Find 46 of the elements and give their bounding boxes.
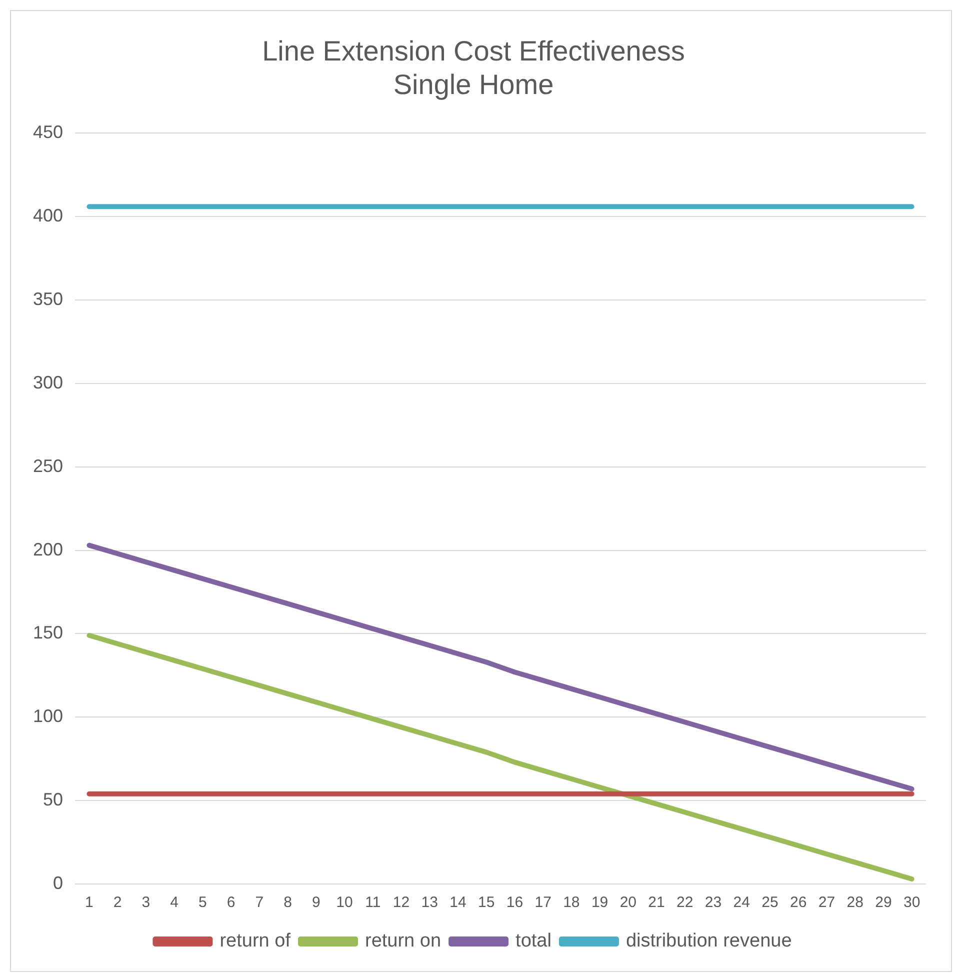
legend-label: return of bbox=[220, 930, 292, 952]
y-tick-label: 400 bbox=[32, 206, 64, 226]
y-tick-label: 200 bbox=[32, 539, 64, 560]
chart-title: Line Extension Cost Effectiveness bbox=[262, 36, 685, 67]
chart-subtitle: Single Home bbox=[393, 69, 554, 100]
y-tick-label: 450 bbox=[32, 122, 64, 142]
x-tick-label: 28 bbox=[846, 894, 864, 912]
legend-label: return on bbox=[364, 930, 442, 952]
y-tick-label: 250 bbox=[32, 456, 64, 476]
x-tick-label: 15 bbox=[478, 894, 495, 912]
x-tick-label: 8 bbox=[284, 894, 292, 912]
x-tick-label: 16 bbox=[506, 894, 524, 912]
x-tick-label: 13 bbox=[421, 894, 438, 912]
x-tick-label: 25 bbox=[762, 894, 778, 912]
y-tick-label: 50 bbox=[43, 790, 64, 810]
x-tick-label: 5 bbox=[198, 894, 207, 912]
x-tick-label: 4 bbox=[170, 894, 178, 912]
y-tick-label: 100 bbox=[32, 706, 64, 726]
x-tick-label: 18 bbox=[563, 894, 580, 912]
x-tick-label: 23 bbox=[704, 894, 722, 912]
x-tick-label: 21 bbox=[648, 894, 665, 912]
x-tick-label: 11 bbox=[365, 894, 381, 912]
x-tick-label: 1 bbox=[85, 894, 94, 912]
x-tick-label: 3 bbox=[142, 894, 150, 912]
x-tick-label: 17 bbox=[534, 894, 552, 912]
x-tick-label: 19 bbox=[591, 894, 608, 912]
legend-label: total bbox=[516, 930, 552, 952]
x-tick-label: 29 bbox=[875, 894, 892, 912]
x-tick-label: 14 bbox=[450, 894, 466, 912]
x-tick-label: 30 bbox=[903, 894, 920, 912]
x-tick-label: 7 bbox=[255, 894, 264, 912]
x-tick-label: 22 bbox=[676, 894, 694, 912]
x-tick-label: 24 bbox=[733, 894, 750, 912]
x-tick-label: 20 bbox=[620, 894, 637, 912]
y-tick-label: 300 bbox=[32, 372, 64, 392]
x-tick-label: 2 bbox=[113, 894, 122, 912]
x-tick-label: 27 bbox=[818, 894, 836, 912]
x-tick-label: 6 bbox=[226, 894, 236, 912]
y-tick-label: 150 bbox=[32, 622, 64, 643]
x-tick-label: 10 bbox=[336, 894, 353, 912]
x-tick-label: 26 bbox=[790, 894, 807, 912]
legend-label: distribution revenue bbox=[626, 930, 792, 952]
x-tick-label: 9 bbox=[312, 894, 320, 912]
y-tick-label: 350 bbox=[32, 289, 64, 310]
x-tick-label: 12 bbox=[392, 894, 410, 912]
y-tick-label: 0 bbox=[53, 872, 64, 893]
